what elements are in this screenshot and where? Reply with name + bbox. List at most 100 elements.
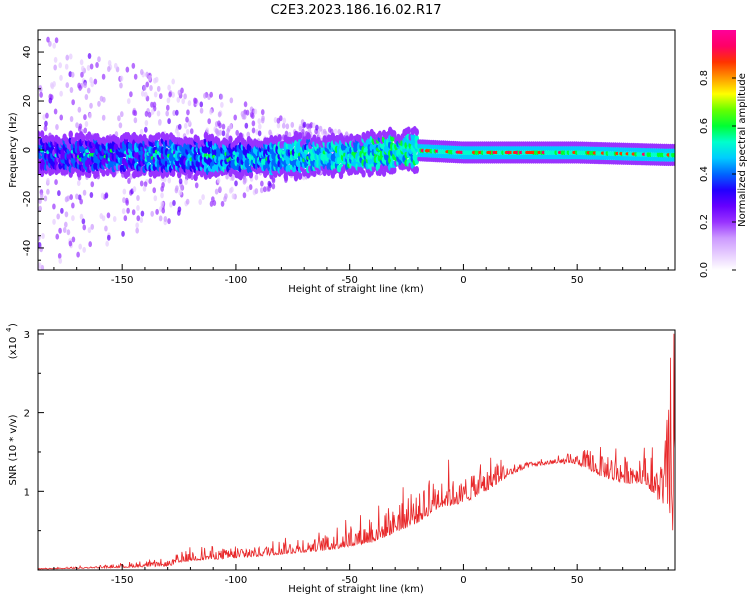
spectrogram-cell [43, 125, 48, 132]
snr-y-label: SNR (10 * v/v) [8, 414, 19, 485]
spectrogram-cell [156, 132, 162, 140]
spectrogram-cell [69, 194, 73, 201]
spectrogram-cell [166, 97, 171, 104]
spectrogram-cell [107, 65, 111, 72]
spectrogram-cell [83, 127, 88, 134]
spectrogram-cell [167, 177, 172, 184]
spectrogram-cell [315, 124, 319, 131]
spectrogram-cell [233, 114, 237, 121]
spectrogram-cell [104, 225, 108, 232]
spectrogram-cell [175, 109, 179, 116]
spectrogram-cell [101, 73, 106, 80]
spectrogram-cell [86, 87, 91, 94]
spectrogram-cell [143, 181, 148, 188]
spectrogram-cell [171, 91, 175, 98]
spectrogram-cell [312, 122, 316, 129]
spectrogram-cell [302, 121, 307, 128]
spectrogram-cell [76, 251, 80, 258]
snr-xtick-label-2: -50 [342, 575, 358, 586]
spectrogram-cell [168, 91, 172, 98]
spectrogram-cell [199, 101, 204, 108]
spectrogram-cell [39, 91, 43, 98]
spectrogram-cell [254, 188, 259, 195]
spectrogram-cell [46, 188, 50, 195]
spectrogram-cell [65, 54, 70, 61]
spectrogram-cell [95, 62, 99, 69]
spectrogram-cell [148, 74, 152, 81]
spectrogram-cell [214, 188, 219, 195]
spectrogram-cell [79, 213, 84, 220]
spectrogram-cell [113, 62, 118, 69]
spectrogram-cell [57, 253, 62, 260]
spectrogram-cell [39, 192, 44, 199]
spectrogram-cell [97, 56, 101, 63]
spectrogram-cell [119, 111, 124, 118]
spectrogram-cell [171, 78, 175, 85]
snr-plot-area [38, 330, 675, 570]
spectrogram-cell [178, 189, 183, 196]
snr-xtick-label-0: -150 [111, 575, 134, 586]
spectrogram-cell [160, 192, 164, 199]
spectrogram-cell [52, 81, 56, 88]
spectrogram-ytick-label-4: 40 [22, 46, 33, 59]
spectrogram-cell [121, 230, 125, 237]
spectrogram-cell [125, 66, 130, 73]
spectrogram-cell [377, 130, 383, 139]
spectrogram-cell [161, 207, 166, 214]
spectrogram-cell [39, 246, 43, 253]
spectrogram-cell [38, 234, 41, 241]
spectrogram-cell [318, 125, 323, 132]
snr-ytick-label-2: 3 [24, 330, 30, 341]
spectrogram-cell [58, 227, 62, 234]
spectrogram-cell [199, 107, 204, 114]
spectrogram-cell [42, 114, 47, 121]
spectrogram-cell [216, 177, 221, 184]
spectrogram-cell [281, 122, 286, 129]
spectrogram-cell [273, 117, 278, 124]
spectrogram-xtick-label-2: -50 [342, 275, 358, 286]
spectrogram-cell [193, 97, 197, 104]
spectrogram-cell [52, 203, 56, 210]
spectrogram-cell [133, 73, 138, 80]
spectrogram-cell [105, 240, 109, 247]
colorbar-tick-label-0: 0.0 [699, 262, 710, 278]
spectrogram-cell [231, 174, 235, 181]
spectrogram-cell [139, 180, 144, 187]
spectrogram-cell [144, 126, 148, 133]
spectrogram-cell [217, 111, 222, 118]
spectrogram-cell [209, 200, 214, 207]
spectrogram-cell [178, 178, 183, 185]
spectrogram-cell [234, 180, 238, 187]
spectrogram-cell [129, 173, 133, 180]
spectrogram-cell [259, 187, 264, 194]
spectrogram-cell [218, 186, 222, 193]
spectrogram-cell [66, 229, 71, 236]
spectrogram-cell [84, 93, 89, 100]
colorbar-ticks: 0.0 0.2 0.4 0.6 0.8 [699, 70, 736, 278]
spectrogram-cell [221, 123, 226, 130]
spectrogram-cell [80, 71, 84, 78]
spectrogram-cell [81, 65, 85, 72]
spectrogram-cell [187, 100, 192, 107]
spectrogram-cell [39, 130, 45, 138]
spectrogram-cell [133, 117, 138, 124]
snr-series-line-0 [38, 333, 675, 570]
spectrogram-cell [169, 201, 173, 208]
spectrogram-cell [185, 116, 189, 123]
spectrogram-cell [406, 126, 411, 135]
spectrogram-cell [297, 131, 303, 140]
spectrogram-cell [107, 59, 112, 66]
spectrogram-cell [245, 109, 250, 116]
snr-ytick-label-1: 2 [24, 409, 30, 420]
spectrogram-cell [80, 133, 86, 142]
snr-panel: -150 -100 -50 0 50 1 2 3 Height of straight li… [5, 323, 676, 595]
spectrogram-cell [56, 213, 60, 220]
spectrogram-cell [260, 109, 265, 116]
spectrogram-cell [132, 186, 137, 193]
spectrogram-cell [176, 96, 181, 103]
spectrogram-cell [68, 240, 73, 247]
spectrogram-cell [71, 215, 75, 222]
spectrogram-cell [78, 243, 83, 250]
spectrogram-cell [89, 191, 94, 198]
spectrogram-cell [144, 119, 149, 126]
